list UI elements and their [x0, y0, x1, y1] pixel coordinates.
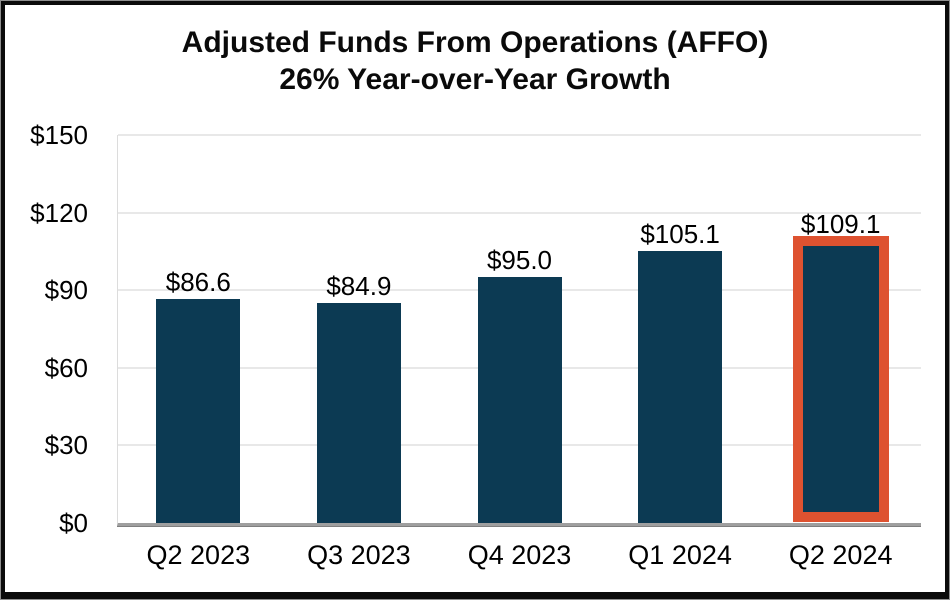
chart-title-line2: 26% Year-over-Year Growth	[279, 63, 671, 96]
plot-area: $150 $120 $90 $60 $30 $0 $86.6 Q2 2023 $84.9 Q3 2…	[30, 120, 921, 570]
bar	[638, 251, 723, 523]
x-axis-label: Q3 2023	[307, 540, 411, 570]
y-axis-tick-label: $0	[59, 508, 88, 538]
bar	[477, 277, 562, 523]
bar-value-label: $86.6	[165, 266, 231, 297]
y-axis-tick-label: $90	[44, 275, 88, 306]
y-axis-tick-label: $30	[44, 430, 88, 461]
bar-value-label: $105.1	[640, 219, 720, 250]
chart-title-line1: Adjusted Funds From Operations (AFFO)	[181, 26, 769, 59]
y-axis-tick-label: $60	[44, 352, 88, 383]
x-axis-label: Q2 2024	[788, 540, 893, 570]
bar	[316, 303, 401, 523]
x-axis-label: Q1 2024	[628, 540, 732, 570]
y-axis-tick-label: $120	[30, 197, 88, 228]
x-axis-label: Q4 2023	[467, 540, 572, 570]
bar-value-label: $84.9	[326, 271, 392, 302]
gridline	[118, 134, 921, 136]
chart-title: Adjusted Funds From Operations (AFFO) 26…	[0, 24, 950, 98]
x-axis-label: Q2 2023	[146, 540, 251, 570]
bar	[156, 299, 241, 523]
y-axis-tick-label: $150	[30, 120, 88, 150]
highlighted-bar	[792, 235, 889, 522]
bar-value-label: $95.0	[486, 245, 553, 276]
bar-value-label: $109.1	[800, 208, 881, 239]
